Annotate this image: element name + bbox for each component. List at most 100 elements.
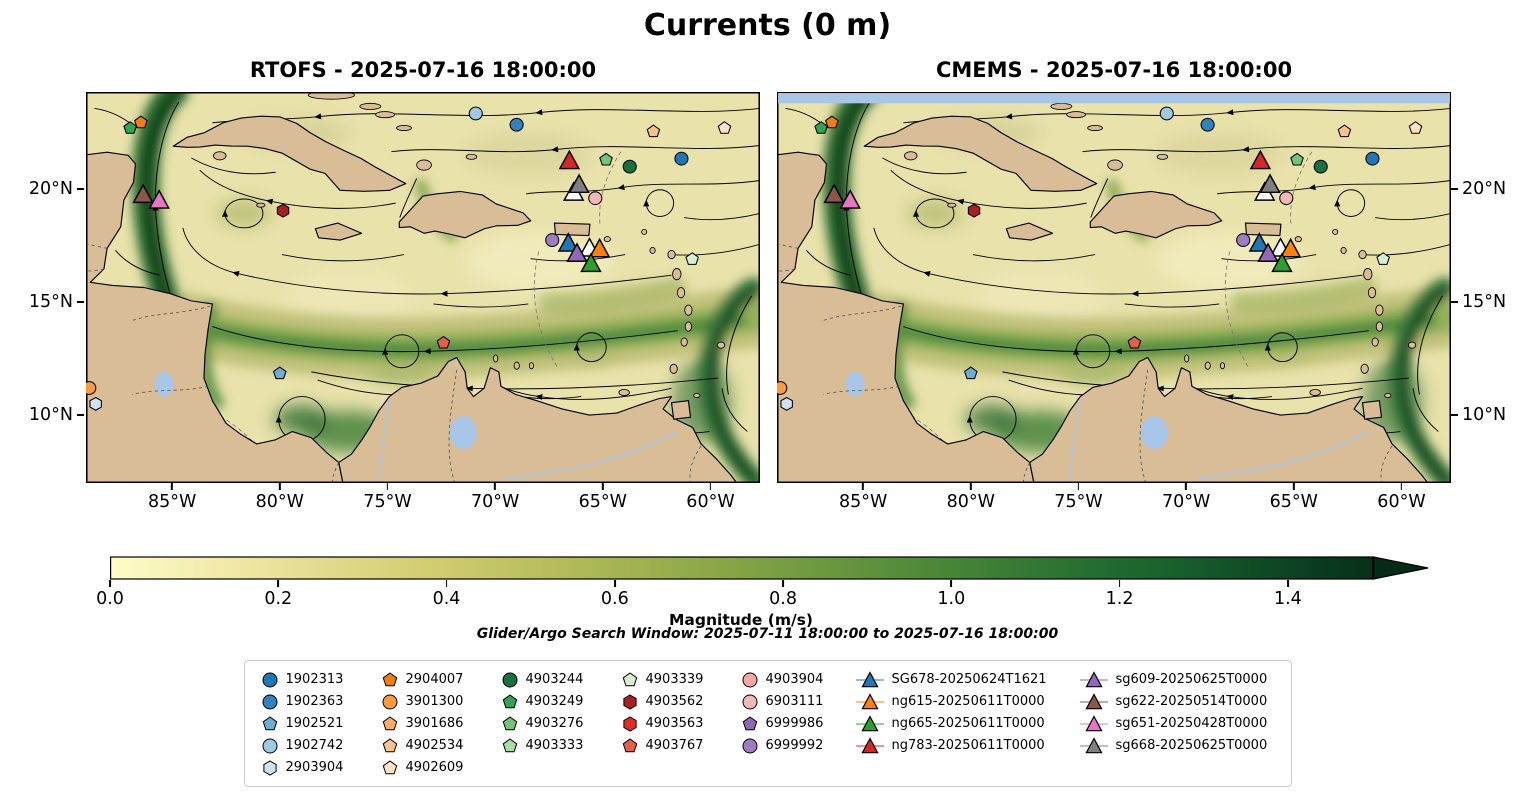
legend-item-label: 2903904 xyxy=(285,760,344,775)
cmems-marker-layer xyxy=(777,106,1423,411)
legend-item-label: ng783-20250611T0000 xyxy=(891,738,1045,753)
tick-mark xyxy=(782,580,784,587)
tick-mark xyxy=(1185,483,1187,490)
rtofs-lon-axis: 85°W 80°W 75°W 70°W 65°W 60°W xyxy=(86,483,760,519)
legend-item-3901300: 3901300 xyxy=(381,691,483,712)
legend-column: 2904007 3901300 3901686 4902534 4902609 xyxy=(381,669,483,778)
map-marker-sg622-20250514T0000 xyxy=(132,183,154,204)
colorbar-tick-label: 1.4 xyxy=(1274,580,1302,609)
float-marker-icon xyxy=(742,694,757,709)
lat-tick-label: 20°N xyxy=(29,179,84,199)
map-marker-4903767 xyxy=(1127,335,1142,349)
float-marker-icon xyxy=(622,693,637,710)
legend-item-label: 6999992 xyxy=(765,738,824,753)
glider-marker-icon xyxy=(1079,670,1108,687)
tick-mark xyxy=(862,483,864,490)
map-marker-sg651-20250428T0000 xyxy=(148,189,170,209)
float-marker-icon xyxy=(382,715,397,730)
float-marker-icon xyxy=(742,672,757,687)
tick-mark xyxy=(1077,483,1080,490)
legend-item-1902363: 1902363 xyxy=(261,691,363,712)
legend-item-label: 4902534 xyxy=(405,738,464,753)
float-marker-icon xyxy=(382,759,397,774)
legend-item-4903333: 4903333 xyxy=(501,735,603,756)
legend-item-label: 3901300 xyxy=(405,694,464,709)
legend-item-6999986: 6999986 xyxy=(741,713,837,734)
map-marker-4903767 xyxy=(436,335,451,349)
map-panel-rtofs xyxy=(86,92,760,483)
legend-item-label: sg609-20250625T0000 xyxy=(1115,672,1268,687)
legend-item-sg622-20250514T0000: sg622-20250514T0000 xyxy=(1079,691,1275,712)
map-marker-1902313 xyxy=(1365,151,1380,166)
lon-tick-label: 85°W xyxy=(148,483,196,512)
legend-column: 1902313 1902363 1902521 1902742 2903904 xyxy=(261,669,363,778)
lon-tick-label: 65°W xyxy=(579,483,627,512)
colorbar-tick-label: 0.4 xyxy=(433,580,460,609)
legend-item-2904007: 2904007 xyxy=(381,669,483,690)
legend-item-label: 4903563 xyxy=(645,716,704,731)
legend-column: SG678-20250624T1621 ng615-20250611T0000 ng… xyxy=(855,669,1061,778)
legend-item-4903276: 4903276 xyxy=(501,713,603,734)
tick-mark xyxy=(77,414,84,416)
glider-marker-icon xyxy=(1079,692,1108,709)
glider-marker-icon xyxy=(855,670,884,687)
lon-tick-label: 60°W xyxy=(686,483,735,512)
legend-item-sg609-20250625T0000: sg609-20250625T0000 xyxy=(1079,669,1275,690)
float-marker-icon xyxy=(622,715,637,732)
map-marker-sg651-20250428T0000 xyxy=(839,189,861,209)
map-marker-6903111 xyxy=(588,191,603,206)
lat-tick-label: 10°N xyxy=(29,405,84,425)
legend-item-label: 4903276 xyxy=(525,716,584,731)
map-marker-3901300 xyxy=(86,381,97,395)
map-marker-6999992 xyxy=(1236,233,1251,247)
legend-item-4903249: 4903249 xyxy=(501,691,603,712)
lon-tick-label: 75°W xyxy=(363,483,412,512)
map-marker-1902363 xyxy=(1200,117,1215,132)
rtofs-marker-layer xyxy=(86,106,732,411)
panel-title-cmems: CMEMS - 2025-07-16 18:00:00 xyxy=(935,58,1293,82)
tick-mark xyxy=(386,483,389,490)
float-marker-icon xyxy=(502,715,517,730)
map-marker-sg609-20250625T0000 xyxy=(566,242,588,262)
legend-item-4903563: 4903563 xyxy=(621,713,723,734)
legend-item-label: 4903244 xyxy=(525,672,584,687)
map-marker-1902521 xyxy=(272,366,287,380)
map-marker-SG678-20250624T1621 xyxy=(557,232,580,252)
legend-column: 4903339 4903562 4903563 4903767 xyxy=(621,669,723,778)
tick-mark xyxy=(1292,483,1295,490)
map-marker-sg668-20250625T0000 xyxy=(1259,173,1281,194)
float-marker-icon xyxy=(502,693,517,708)
legend-item-label: sg651-20250428T0000 xyxy=(1115,716,1268,731)
tick-mark xyxy=(1451,188,1458,190)
tick-mark xyxy=(1451,301,1458,303)
tick-mark xyxy=(109,580,111,587)
map-marker-1902742 xyxy=(468,106,483,121)
cmems-lon-axis: 85°W 80°W 75°W 70°W 65°W 60°W xyxy=(777,483,1451,519)
legend-item-4902534: 4902534 xyxy=(381,735,483,756)
legend-item-label: ng665-20250611T0000 xyxy=(891,716,1045,731)
colorbar-tick-label: 0.0 xyxy=(96,580,124,609)
legend-item-label: 4903339 xyxy=(645,672,704,687)
legend-item-3901686: 3901686 xyxy=(381,713,483,734)
lat-tick-label: 15°N xyxy=(1451,292,1506,312)
map-marker-4903339 xyxy=(685,252,700,265)
colorbar-tick-label: 0.2 xyxy=(264,580,292,609)
map-marker-1902363 xyxy=(509,117,524,132)
float-marker-icon xyxy=(262,759,277,776)
legend-item-label: 1902363 xyxy=(285,694,344,709)
float-marker-icon xyxy=(262,715,277,730)
legend-item-4903339: 4903339 xyxy=(621,669,723,690)
lon-tick-label: 80°W xyxy=(947,483,995,512)
legend-item-label: ng615-20250611T0000 xyxy=(891,694,1045,709)
legend-item-4903562: 4903562 xyxy=(621,691,723,712)
legend-item-ng615-20250611T0000: ng615-20250611T0000 xyxy=(855,691,1061,712)
legend-item-label: 3901686 xyxy=(405,716,464,731)
tick-mark xyxy=(601,483,604,490)
tick-mark xyxy=(445,580,448,587)
legend-item-sg651-20250428T0000: sg651-20250428T0000 xyxy=(1079,713,1275,734)
map-marker-ng615-20250611T0000 xyxy=(588,237,611,258)
glider-marker-icon xyxy=(1079,714,1108,731)
tick-mark xyxy=(1451,414,1458,416)
legend-item-label: sg622-20250514T0000 xyxy=(1115,694,1268,709)
